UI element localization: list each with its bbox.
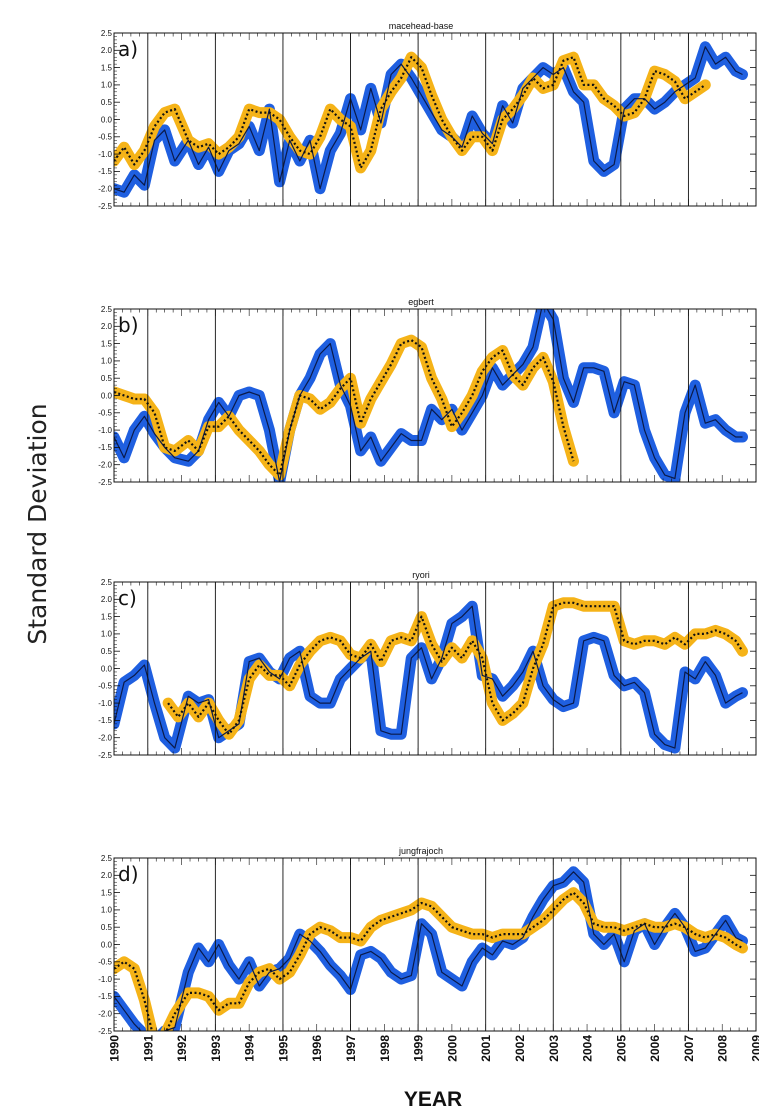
x-tick-label: 1993 bbox=[209, 1035, 223, 1062]
y-tick-label: -2.5 bbox=[98, 1027, 112, 1036]
panel-label: c) bbox=[118, 586, 137, 610]
panel-label: d) bbox=[118, 862, 139, 886]
plot-area bbox=[114, 597, 748, 754]
panel-label: a) bbox=[118, 37, 138, 61]
y-tick-label: -1.0 bbox=[98, 426, 112, 435]
y-tick-label: 2.5 bbox=[101, 305, 113, 314]
x-tick-label: 2009 bbox=[750, 1035, 759, 1062]
y-tick-label: -0.5 bbox=[98, 409, 112, 418]
y-tick-label: 1.0 bbox=[101, 906, 113, 915]
y-tick-label: 0.0 bbox=[101, 664, 113, 673]
y-tick-label: -1.0 bbox=[98, 150, 112, 159]
y-tick-label: 0.0 bbox=[101, 940, 113, 949]
blue-series-point bbox=[543, 302, 544, 303]
y-tick-label: -1.5 bbox=[98, 443, 112, 452]
orange-series-line bbox=[114, 891, 744, 1031]
blue-series-band bbox=[114, 41, 748, 198]
x-axis-title: YEAR bbox=[404, 1088, 462, 1111]
y-tick-label: -2.0 bbox=[98, 185, 112, 194]
blue-series-line bbox=[114, 46, 743, 193]
x-tick-label: 1992 bbox=[175, 1035, 189, 1062]
blue-series-line bbox=[114, 309, 743, 482]
x-tick-label: 2005 bbox=[614, 1035, 628, 1062]
y-tick-label: 0.5 bbox=[101, 923, 113, 932]
x-tick-label: 1994 bbox=[243, 1035, 257, 1062]
y-tick-label: 1.5 bbox=[101, 63, 113, 72]
blue-series-line bbox=[114, 871, 743, 1031]
blue-series-point bbox=[144, 1034, 145, 1035]
y-tick-label: -1.5 bbox=[98, 167, 112, 176]
panel-4: 2.5 2.0 1.5 1.0 0.5 0.0 -0.5 -1.0 -1.5 -2.0 -2.5 ju… bbox=[98, 846, 759, 1062]
y-tick-label: -2.5 bbox=[98, 202, 112, 211]
y-tick-label: 2.0 bbox=[101, 46, 113, 55]
y-tick-label: 1.5 bbox=[101, 339, 113, 348]
x-tick-label: 1995 bbox=[276, 1035, 290, 1062]
y-tick-label: 2.5 bbox=[101, 854, 113, 863]
blue-series-band bbox=[114, 866, 748, 1031]
y-tick-label: 0.5 bbox=[101, 374, 113, 383]
y-tick-label: 1.5 bbox=[101, 888, 113, 897]
y-tick-label: -1.0 bbox=[98, 975, 112, 984]
y-tick-label: -1.5 bbox=[98, 992, 112, 1001]
plot-area bbox=[114, 866, 748, 1035]
x-tick-label: 2001 bbox=[479, 1035, 493, 1062]
panel-label: b) bbox=[118, 313, 139, 337]
y-tick-label: 2.0 bbox=[101, 595, 113, 604]
y-tick-label: 0.5 bbox=[101, 647, 113, 656]
y-tick-label: -0.5 bbox=[98, 133, 112, 142]
panels: 2.5 2.0 1.5 1.0 0.5 0.0 -0.5 -1.0 -1.5 -2.0 -2.5 ma… bbox=[98, 21, 759, 1062]
panel-title: macehead-base bbox=[389, 21, 454, 31]
y-tick-label: 2.5 bbox=[101, 578, 113, 587]
y-tick-label: -1.0 bbox=[98, 699, 112, 708]
x-tick-label: 2000 bbox=[445, 1035, 459, 1062]
y-tick-label: 2.0 bbox=[101, 871, 113, 880]
y-tick-label: -2.5 bbox=[98, 751, 112, 760]
y-tick-label: 2.5 bbox=[101, 29, 113, 38]
blue-series-band bbox=[114, 309, 748, 482]
panel-title: egbert bbox=[408, 297, 434, 307]
y-tick-label: -2.0 bbox=[98, 734, 112, 743]
x-tick-label: 2008 bbox=[716, 1035, 730, 1062]
x-tick-label: 2002 bbox=[513, 1035, 527, 1062]
x-tick-label: 1990 bbox=[108, 1035, 122, 1062]
panel-title: ryori bbox=[412, 570, 430, 580]
panel-2: 2.5 2.0 1.5 1.0 0.5 0.0 -0.5 -1.0 -1.5 -2.0 -2.5 eg… bbox=[98, 297, 757, 487]
y-tick-label: 2.0 bbox=[101, 322, 113, 331]
x-tick-label: 1991 bbox=[141, 1035, 155, 1062]
x-tick-label: 2006 bbox=[648, 1035, 662, 1062]
orange-series-line bbox=[114, 56, 706, 169]
x-tick-label: 1996 bbox=[310, 1035, 324, 1062]
y-tick-label: -2.0 bbox=[98, 461, 112, 470]
y-tick-label: 1.0 bbox=[101, 630, 113, 639]
orange-series-point bbox=[164, 1034, 165, 1035]
y-tick-label: 1.0 bbox=[101, 81, 113, 90]
plot-area bbox=[114, 302, 748, 482]
y-tick-label: -2.0 bbox=[98, 1010, 112, 1019]
y-tick-label: -0.5 bbox=[98, 682, 112, 691]
orange-series-band bbox=[114, 334, 579, 481]
panel-3: 2.5 2.0 1.5 1.0 0.5 0.0 -0.5 -1.0 -1.5 -2.0 -2.5 ry… bbox=[98, 570, 757, 760]
y-tick-label: 1.5 bbox=[101, 612, 113, 621]
x-tick-label: 2007 bbox=[682, 1035, 696, 1062]
y-tick-label: -0.5 bbox=[98, 958, 112, 967]
y-tick-label: 0.5 bbox=[101, 98, 113, 107]
panel-1: 2.5 2.0 1.5 1.0 0.5 0.0 -0.5 -1.0 -1.5 -2.0 -2.5 ma… bbox=[98, 21, 757, 211]
x-tick-label: 2004 bbox=[581, 1035, 595, 1062]
x-tick-label: 1998 bbox=[378, 1035, 392, 1062]
y-tick-label: 0.0 bbox=[101, 391, 113, 400]
x-tick-label: 1999 bbox=[412, 1035, 426, 1062]
orange-series-line bbox=[167, 601, 744, 736]
y-tick-label: -2.5 bbox=[98, 478, 112, 487]
x-tick-label: 1997 bbox=[344, 1035, 358, 1062]
plot-area bbox=[114, 41, 748, 198]
y-tick-label: -1.5 bbox=[98, 716, 112, 725]
y-axis-title: Standard Deviation bbox=[23, 403, 52, 644]
x-tick-label: 2003 bbox=[547, 1035, 561, 1062]
panel-title: jungfrajoch bbox=[398, 846, 443, 856]
y-tick-label: 0.0 bbox=[101, 115, 113, 124]
y-tick-label: 1.0 bbox=[101, 357, 113, 366]
blue-series-line bbox=[114, 605, 743, 749]
